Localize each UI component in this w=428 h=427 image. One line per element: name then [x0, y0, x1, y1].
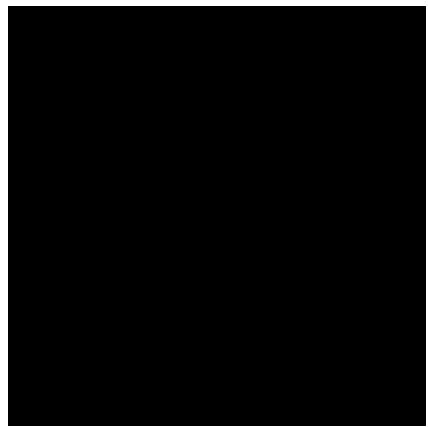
fractal-canvas[interactable] — [8, 6, 426, 426]
fractal-viewport[interactable] — [8, 6, 426, 426]
